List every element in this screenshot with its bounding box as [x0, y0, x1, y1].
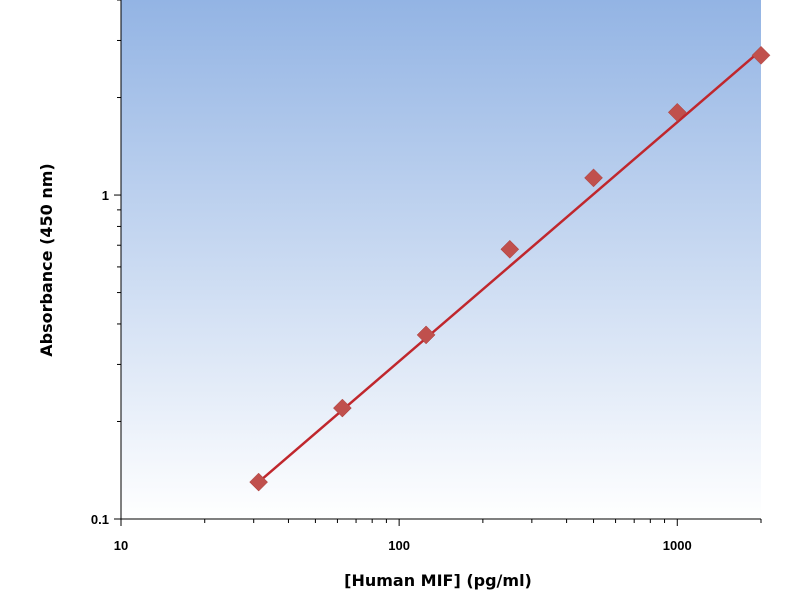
ticks	[114, 0, 762, 526]
axes	[120, 0, 761, 520]
data-point	[416, 325, 436, 345]
x-tick-label: 1000	[663, 538, 692, 553]
data-point	[500, 239, 520, 259]
y-axis-title: Absorbance (450 nm)	[37, 163, 56, 356]
x-axis-title: [Human MIF] (pg/ml)	[344, 571, 532, 590]
data-points	[249, 45, 771, 492]
tick-labels: 10 100 1000 0.1 1	[91, 188, 692, 553]
data-point	[667, 102, 687, 122]
data-point	[333, 398, 352, 418]
x-tick-label: 100	[388, 538, 410, 553]
x-tick-label: 10	[114, 538, 128, 553]
data-point	[249, 472, 268, 492]
data-point	[584, 168, 603, 188]
y-tick-label: 0.1	[91, 512, 109, 527]
data-point	[751, 45, 771, 65]
y-tick-label: 1	[102, 188, 109, 203]
plot-area	[121, 0, 761, 519]
